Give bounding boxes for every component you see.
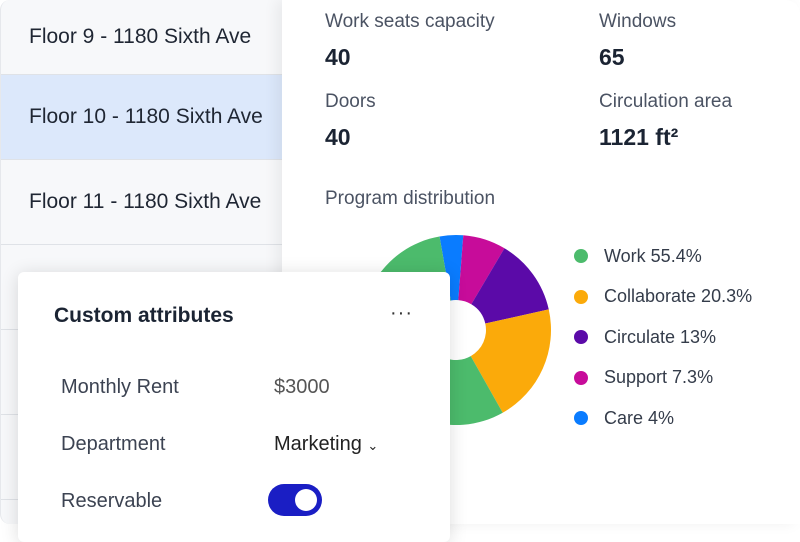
legend-label: Circulate 13% [604,326,717,347]
chart-title: Program distribution [325,188,496,209]
monthly-rent-label: Monthly Rent [61,376,179,398]
donut-slice-care [439,235,464,301]
legend-label: Care 4% [604,407,675,428]
legend-dot [574,330,588,345]
doors-label: Doors [325,91,376,112]
donut-slice-collaborate [470,309,551,413]
chevron-down-icon: ⌄ [367,438,379,453]
monthly-rent-value[interactable]: $3000 [274,376,330,398]
circulation-label: Circulation area [599,91,733,112]
panel-title: Custom attributes [54,304,234,327]
donut-slice-support [458,235,505,305]
doors-value: 40 [325,124,351,150]
floor-row[interactable]: Floor 11 - 1180 Sixth Ave [1,160,300,245]
legend-item: Support 7.3% [574,358,752,399]
legend-item: Work 55.4% [574,236,752,277]
toggle-knob [295,489,317,511]
chart-legend: Work 55.4% Collaborate 20.3% Circulate 1… [574,236,752,439]
legend-item: Circulate 13% [574,317,752,358]
windows-label: Windows [599,11,677,32]
work-seats-value: 40 [325,44,351,70]
more-options-icon[interactable]: ··· [390,302,413,324]
department-select[interactable]: Marketing ⌄ [274,433,378,456]
reservable-label: Reservable [61,490,163,512]
work-seats-label: Work seats capacity [325,11,495,32]
legend-item: Collaborate 20.3% [574,277,752,318]
donut-slice-circulate [471,248,549,324]
custom-attributes-panel: Custom attributes ··· Monthly Rent $3000… [18,272,450,542]
legend-label: Work 55.4% [604,245,702,266]
legend-label: Support 7.3% [604,367,714,388]
legend-label: Collaborate 20.3% [604,286,753,307]
legend-dot [574,370,588,385]
windows-value: 65 [599,44,625,70]
floor-row-selected[interactable]: Floor 10 - 1180 Sixth Ave [1,75,300,160]
legend-dot [574,289,588,304]
department-value: Marketing [274,433,362,455]
legend-item: Care 4% [574,398,752,439]
department-label: Department [61,433,166,455]
legend-dot [574,249,588,264]
legend-dot [574,411,588,426]
circulation-value: 1121 ft² [599,124,679,150]
reservable-toggle[interactable] [268,484,322,516]
floor-row[interactable]: Floor 9 - 1180 Sixth Ave [1,0,300,75]
